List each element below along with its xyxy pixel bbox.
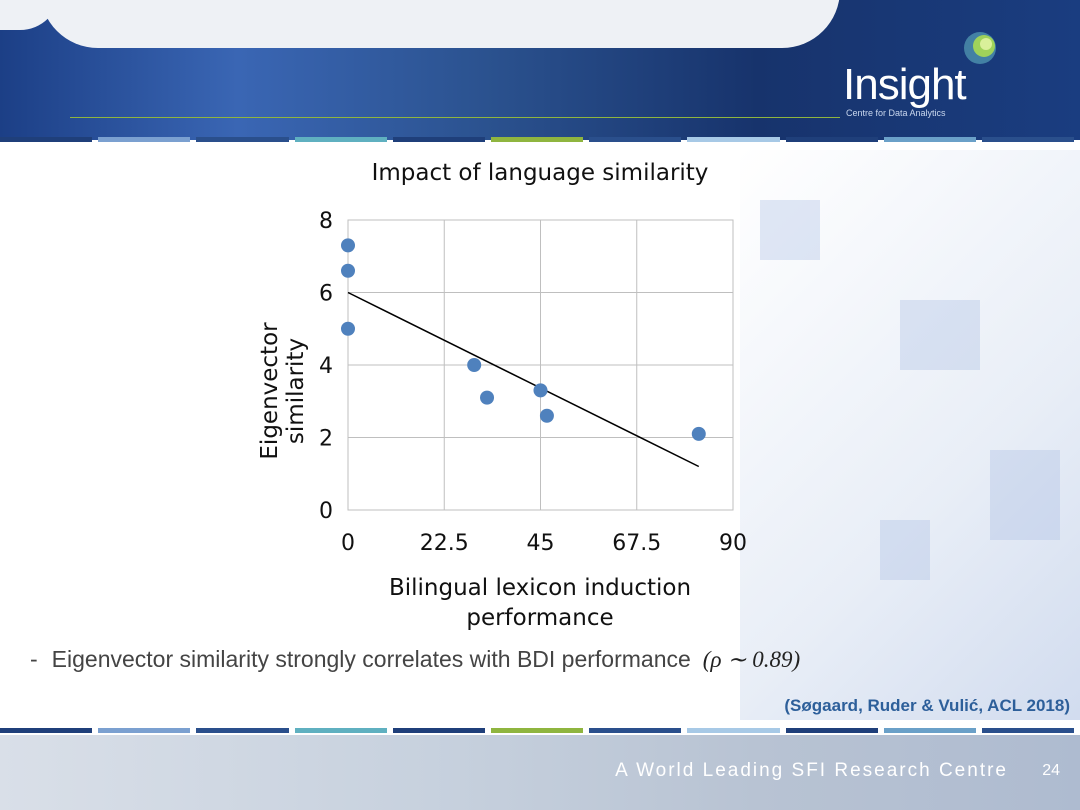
background-block — [880, 520, 930, 580]
background-block — [760, 200, 820, 260]
y-tick-label: 4 — [319, 354, 333, 379]
y-tick-label: 2 — [319, 427, 333, 452]
bullet-point: - Eigenvector similarity strongly correla… — [30, 646, 800, 673]
logo-tagline: Centre for Data Analytics — [846, 108, 946, 118]
stripe-segment — [589, 137, 682, 142]
stripe-segment — [490, 728, 584, 733]
stripe-segment — [883, 728, 976, 733]
insight-logo-icon — [964, 32, 996, 64]
header-divider — [70, 117, 840, 118]
stripe-segment — [687, 728, 780, 733]
stripe-segment — [392, 728, 485, 733]
x-axis-label-line-2: performance — [466, 605, 614, 631]
bullet-text: Eigenvector similarity strongly correlat… — [51, 646, 691, 672]
data-point — [341, 263, 355, 278]
background-block — [900, 300, 980, 370]
data-point — [533, 383, 548, 398]
stripe-segment — [785, 137, 878, 142]
background-decoration — [740, 150, 1080, 720]
stripe-segment — [687, 137, 780, 142]
x-tick-label: 0 — [341, 531, 355, 556]
header-banner: Insight Centre for Data Analytics — [0, 0, 1080, 140]
data-point — [341, 321, 355, 336]
data-point — [539, 408, 554, 423]
y-axis-label: Eigenvector similarity — [257, 322, 309, 460]
stripe-segment — [98, 137, 191, 142]
footer-banner — [0, 735, 1080, 810]
bullet-dash: - — [30, 646, 38, 672]
trendline — [347, 291, 700, 468]
x-axis-label: Bilingual lexicon induction performance — [370, 573, 710, 633]
stripe-segment — [0, 728, 93, 733]
stripe-segment — [490, 137, 584, 142]
stripe-segment — [785, 728, 878, 733]
header-tab — [40, 0, 840, 48]
x-tick-label: 45 — [527, 531, 555, 556]
x-tick-label: 67.5 — [612, 531, 661, 556]
y-tick-label: 6 — [319, 282, 333, 307]
footer-color-stripe — [0, 728, 1080, 733]
stripe-segment — [196, 728, 289, 733]
data-point — [480, 390, 495, 405]
x-tick-label: 22.5 — [420, 531, 469, 556]
stripe-segment — [883, 137, 976, 142]
citation: (Søgaard, Ruder & Vulić, ACL 2018) — [784, 696, 1070, 715]
stripe-segment — [294, 728, 387, 733]
stripe-segment — [196, 137, 289, 142]
data-point — [467, 358, 482, 372]
data-point — [341, 238, 355, 253]
logo-wordmark: Insight — [843, 60, 967, 109]
stripe-segment — [294, 137, 387, 142]
y-tick-label: 8 — [319, 209, 333, 234]
stripe-segment — [981, 728, 1075, 733]
footer-tagline: A World Leading SFI Research Centre — [615, 760, 1008, 781]
stripe-segment — [589, 728, 682, 733]
stripe-segment — [981, 137, 1075, 142]
stripe-segment — [392, 137, 485, 142]
stripe-segment — [0, 137, 93, 142]
x-axis-label-line-1: Bilingual lexicon induction — [388, 575, 692, 601]
scatter-chart: 0 22.5 45 67.5 90 0 2 4 6 8 — [319, 209, 747, 556]
page-number: 24 — [1042, 762, 1060, 779]
stripe-segment — [98, 728, 191, 733]
header-color-stripe — [0, 137, 1080, 142]
y-tick-label: 0 — [319, 499, 333, 524]
background-block — [990, 450, 1060, 540]
chart-title: Impact of language similarity — [371, 160, 709, 186]
correlation-formula: (ρ ∼ 0.89) — [702, 647, 801, 672]
x-tick-label: 90 — [719, 531, 747, 556]
data-point — [691, 426, 706, 441]
